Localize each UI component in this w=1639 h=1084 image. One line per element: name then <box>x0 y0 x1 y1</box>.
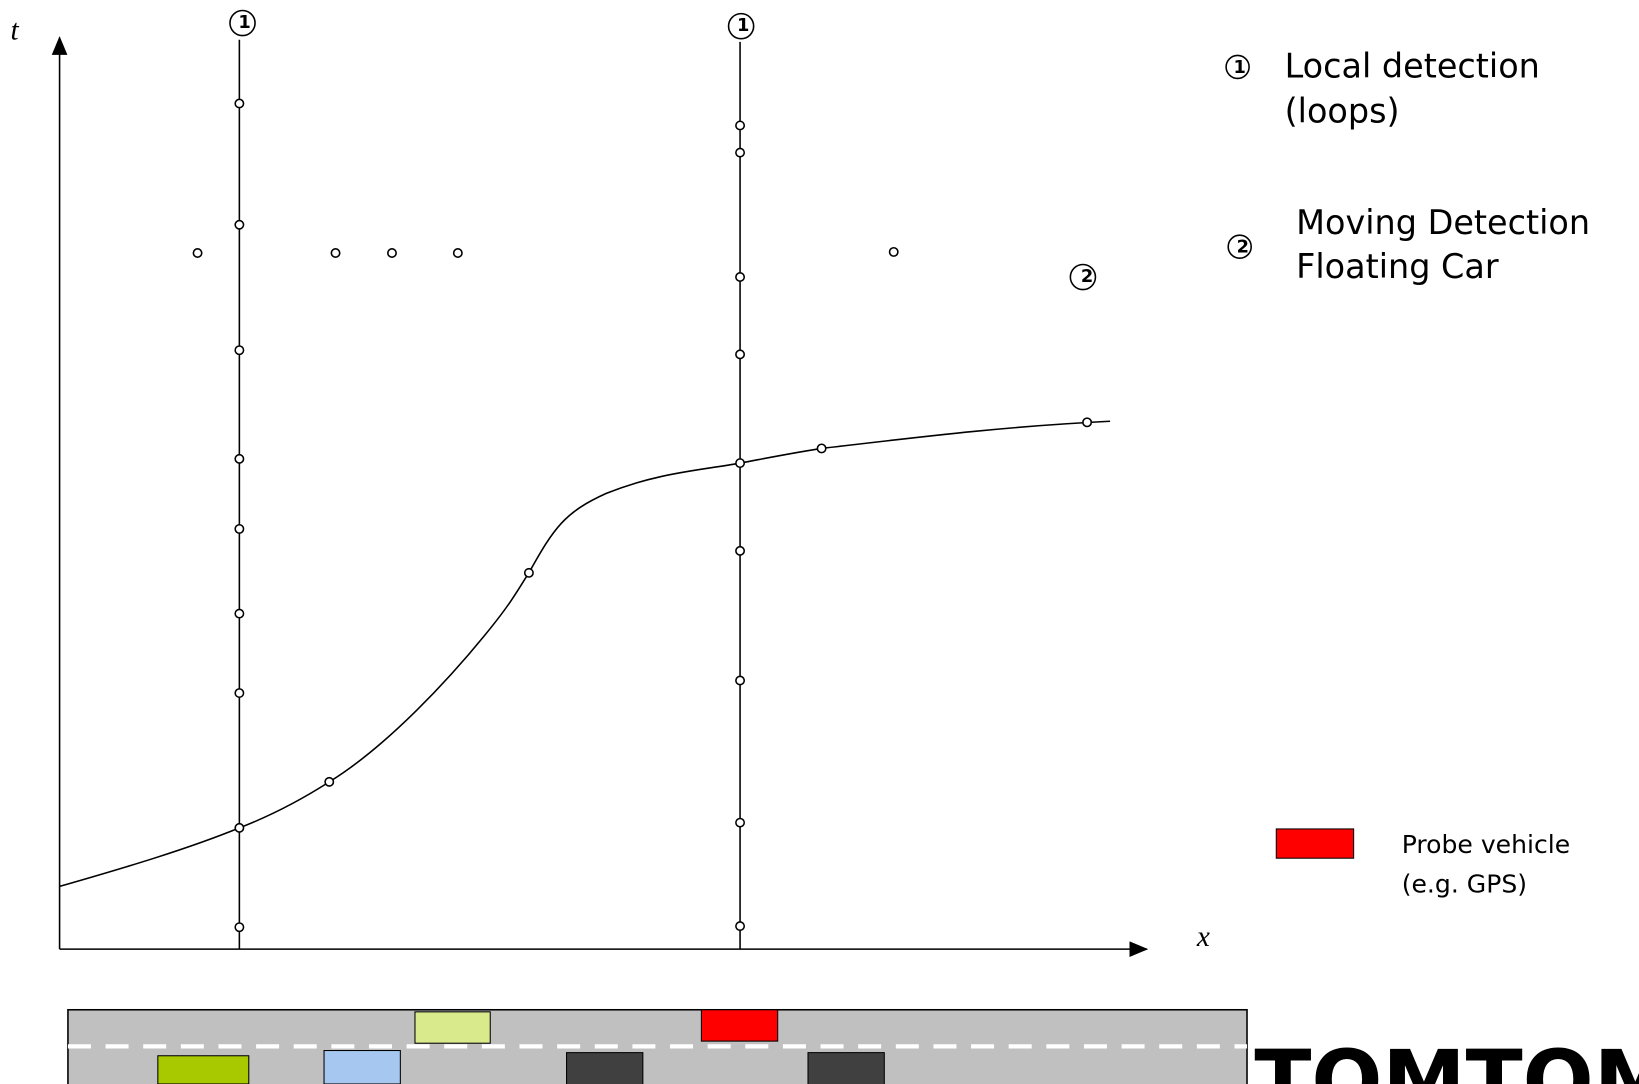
legend-symbol-label: 2 <box>1237 238 1249 258</box>
legend-text: Moving Detection <box>1296 203 1590 242</box>
detection-point <box>331 249 339 257</box>
detection-point <box>890 248 898 256</box>
legend-text: (loops) <box>1285 91 1400 130</box>
vehicle <box>324 1051 400 1084</box>
detection-point <box>736 350 744 358</box>
detection-point <box>193 249 201 257</box>
detection-point <box>525 569 533 577</box>
legend-text: Floating Car <box>1296 247 1499 286</box>
detection-point <box>235 221 243 229</box>
detector-label: 1 <box>737 16 749 36</box>
detection-point <box>235 346 243 354</box>
detection-point <box>1083 418 1091 426</box>
detection-point <box>817 444 825 452</box>
detection-point <box>235 824 243 832</box>
detection-point <box>235 455 243 463</box>
detection-point <box>235 689 243 697</box>
probe-swatch <box>1276 829 1353 858</box>
detection-point <box>235 525 243 533</box>
floating-car-label: 2 <box>1081 267 1093 287</box>
diagram: t x 1 1 2 1 Local detection (loops) 2 Mo… <box>0 0 1639 1084</box>
t-axis-label: t <box>10 15 19 47</box>
page: {"axes":{"t":"t","x":"x"}, "detectors":[… <box>0 0 1639 1084</box>
legend-text: Probe vehicle <box>1402 830 1570 859</box>
vehicle <box>158 1056 249 1084</box>
detections <box>193 99 1091 931</box>
x-axis-label: x <box>1196 921 1210 953</box>
detection-point <box>454 249 462 257</box>
detection-point <box>736 547 744 555</box>
detection-point <box>325 778 333 786</box>
trajectory <box>60 421 1111 886</box>
detection-point <box>235 609 243 617</box>
vehicle <box>808 1053 884 1084</box>
detection-point <box>736 818 744 826</box>
detection-point <box>235 923 243 931</box>
detector-label: 1 <box>238 13 250 33</box>
legend-text: Local detection <box>1285 46 1540 85</box>
detection-point <box>736 922 744 930</box>
detection-point <box>736 121 744 129</box>
detection-point <box>388 249 396 257</box>
logo: TOMTOM <box>1254 1032 1639 1084</box>
detection-point <box>235 99 243 107</box>
probe-vehicle <box>701 1010 777 1041</box>
detection-point <box>736 148 744 156</box>
legend-symbol-label: 1 <box>1234 58 1246 78</box>
detection-point <box>736 676 744 684</box>
detection-point <box>736 459 744 467</box>
vehicle <box>415 1012 490 1043</box>
vehicle <box>567 1053 643 1084</box>
detection-point <box>736 273 744 281</box>
legend-text: (e.g. GPS) <box>1402 870 1527 899</box>
